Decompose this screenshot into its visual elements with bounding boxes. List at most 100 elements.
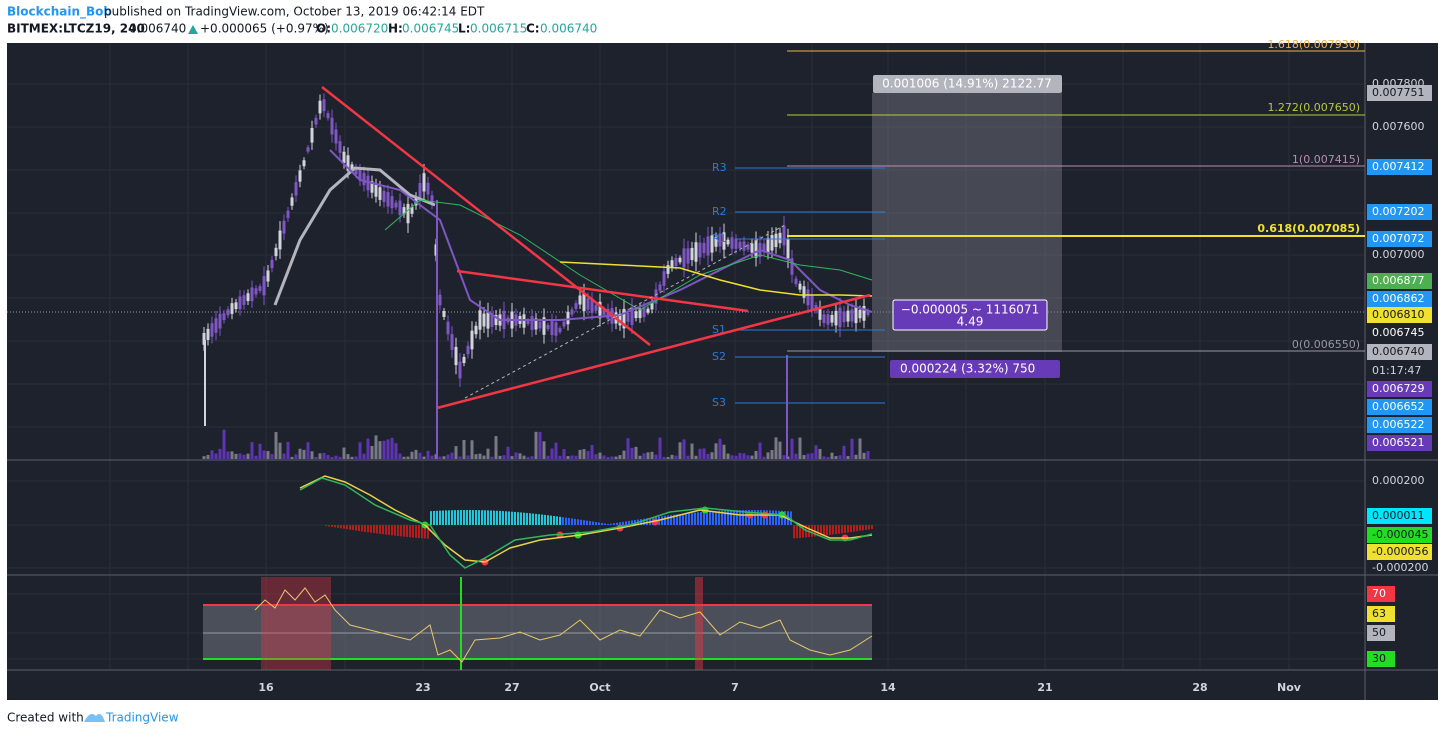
fib-label: 1.618(0.007930) [1267, 38, 1360, 51]
macd-hist [418, 525, 420, 539]
macd-hist [862, 525, 864, 531]
author[interactable]: Blockchain_Bob [7, 5, 112, 20]
volume [670, 454, 674, 459]
candle [526, 319, 530, 325]
macd-hist [568, 518, 570, 525]
price-badge [1367, 435, 1432, 451]
rsi-badge-text: 70 [1372, 587, 1386, 600]
macd-hist [586, 520, 588, 525]
macd-hist [688, 513, 690, 525]
candle [294, 182, 298, 196]
macd-hist [610, 523, 612, 525]
volume [546, 455, 550, 459]
candle [306, 147, 310, 152]
volume [646, 452, 650, 459]
macd-hist [646, 518, 648, 525]
price-badge [1367, 399, 1432, 415]
macd-line [299, 477, 873, 569]
volume [278, 442, 282, 459]
open-label: O: [316, 22, 331, 36]
volume [590, 445, 594, 459]
macd-hist [826, 525, 828, 536]
price-badge [1367, 85, 1432, 101]
volume [266, 451, 270, 459]
candle [566, 311, 570, 325]
volume [650, 451, 654, 459]
candle [430, 195, 434, 205]
rsi-badge-text: 50 [1372, 626, 1386, 639]
volume [782, 455, 786, 459]
macd-hist [421, 525, 423, 539]
candle [734, 239, 738, 249]
time-tick: 28 [1192, 681, 1207, 694]
macd-hist [508, 511, 510, 525]
volume [326, 454, 330, 459]
macd-hist [361, 525, 363, 532]
volume [538, 431, 542, 459]
candle [850, 309, 854, 322]
volume [746, 455, 750, 459]
volume [290, 456, 294, 459]
candle [790, 258, 794, 275]
macd-hist [823, 525, 825, 536]
macd-hist [754, 510, 756, 525]
candle [302, 160, 306, 167]
volume [498, 455, 502, 459]
macd-hist [769, 510, 771, 525]
macd-hist [676, 514, 678, 525]
candle [846, 310, 850, 322]
candle [454, 346, 458, 366]
volume [446, 454, 450, 459]
ma-purple [329, 149, 873, 321]
trend-lines [321, 86, 871, 410]
macd-hist [355, 525, 357, 531]
macd-hist [553, 515, 555, 525]
candle [830, 314, 834, 323]
candle [798, 283, 802, 290]
candle [714, 237, 718, 247]
published: published on TradingView.com, October 13… [104, 5, 485, 19]
high-label: H: [388, 22, 403, 36]
macd-hist [829, 525, 831, 535]
candle [462, 356, 466, 364]
volume [810, 453, 814, 459]
volume [474, 454, 478, 459]
price-badge-text: -0.000045 [1372, 528, 1428, 541]
candle [866, 310, 870, 315]
volume [738, 452, 742, 459]
footer-brand[interactable]: TradingView [105, 711, 179, 725]
candle [730, 237, 734, 249]
candle [278, 230, 282, 250]
macd-hist [433, 510, 435, 525]
macd-hist [811, 525, 813, 537]
candle [678, 257, 682, 263]
candle [602, 309, 606, 315]
candle [330, 117, 334, 135]
macd-hist [436, 510, 438, 525]
candle [458, 361, 462, 379]
macd-hist [562, 517, 564, 525]
volume [334, 455, 338, 459]
price-badge-text: 0.006729 [1372, 382, 1425, 395]
volume [346, 454, 350, 459]
macd-hist [415, 525, 417, 538]
macd-hist [358, 525, 360, 532]
candle [546, 324, 550, 330]
low-label: L: [458, 22, 470, 36]
macd-hist [790, 511, 792, 525]
price-badge-text: 0.006522 [1372, 418, 1425, 431]
volume [834, 456, 838, 459]
macd-hist [670, 515, 672, 525]
macd-hist [442, 510, 444, 525]
open: 0.006720 [331, 22, 388, 36]
volume [382, 440, 386, 459]
price-badge [1367, 544, 1432, 560]
candle [630, 307, 634, 325]
candle [722, 232, 726, 250]
volume [398, 453, 402, 459]
macd-hist [844, 525, 846, 533]
macd-hist [370, 525, 372, 533]
macd-hist [535, 513, 537, 525]
candle [638, 308, 642, 319]
price-badge-text: 0.006810 [1372, 308, 1425, 321]
